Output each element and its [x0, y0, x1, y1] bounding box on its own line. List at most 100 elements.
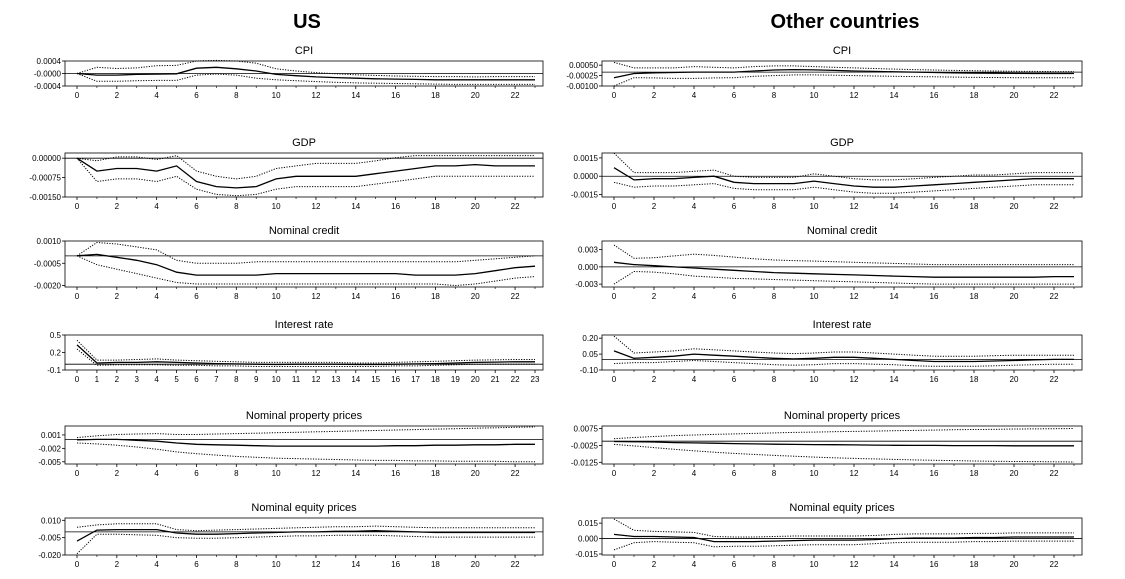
panel-us-1-ytick-label-2: -0.0004	[34, 82, 62, 91]
panel-us-6-ytick-label-2: -0.020	[38, 551, 61, 560]
panel-other-3-xtick-label-6: 12	[850, 292, 859, 301]
panel-us-3-xtick-label-6: 12	[312, 292, 321, 301]
panel-other-1-xtick-label-1: 2	[652, 91, 657, 100]
panel-us-5-series-estimate	[76, 438, 535, 447]
panel-other-3-xtick-label-11: 22	[1050, 292, 1059, 301]
panel-us-4-xtick-label-21: 21	[491, 375, 500, 384]
panel-other-6-title: Nominal equity prices	[789, 502, 895, 514]
panel-other-1-xtick-label-3: 6	[732, 91, 737, 100]
panel-us-6: Nominal equity prices 0.010 -0.005 -0.020 0 2…	[38, 502, 544, 569]
panel-us-2-xtick-label-5: 10	[272, 202, 281, 211]
panel-us-5-title: Nominal property prices	[246, 410, 363, 422]
panel-us-6-title: Nominal equity prices	[251, 502, 357, 514]
panel-us-2-xtick-label-4: 8	[234, 202, 239, 211]
panel-us-5-xtick-label-10: 20	[471, 469, 480, 478]
panel-other-3-xtick-label-9: 18	[970, 292, 979, 301]
panel-us-5-xtick-label-8: 16	[391, 469, 400, 478]
panel-us-3-xtick-label-7: 14	[351, 292, 360, 301]
panel-other-5-ytick-label-0: 0.0075	[574, 425, 599, 434]
panel-us-1-xtick-label-7: 14	[351, 91, 360, 100]
panel-other-2-xtick-label-2: 4	[692, 202, 697, 211]
panel-other-4-series-upper	[613, 335, 1074, 357]
panel-other-1-ytick-label-2: -0.00100	[566, 82, 598, 91]
panel-other-4-xtick-label-1: 2	[652, 375, 657, 384]
panel-other-2-xtick-label-7: 14	[890, 202, 899, 211]
column-title-us: US	[293, 11, 321, 33]
panel-other-3-xtick-label-4: 8	[772, 292, 777, 301]
panel-other-4-xtick-label-10: 20	[1010, 375, 1019, 384]
panel-us-6-xtick-label-5: 10	[272, 560, 281, 569]
panel-us-3-frame	[64, 240, 544, 288]
panel-other-5-series-upper	[613, 428, 1075, 440]
panel-other-6: Nominal equity prices 0.015 0.000 -0.015 0 2 4…	[575, 502, 1083, 569]
panel-other-3-xtick-label-1: 2	[652, 292, 657, 301]
panel-us-3-title: Nominal credit	[269, 225, 339, 237]
panel-us-2-xtick-label-2: 4	[154, 202, 159, 211]
panel-other-3-xtick-label-0: 0	[612, 292, 617, 301]
panel-other-3-title: Nominal credit	[807, 225, 877, 237]
panel-us-1-xtick-label-9: 18	[431, 91, 440, 100]
panel-other-5-xtick-label-0: 0	[612, 469, 617, 478]
panel-us-5-xtick-label-1: 2	[115, 469, 120, 478]
panel-other-5: Nominal property prices 0.0075 -0.0025 -0.0…	[571, 410, 1083, 478]
panel-other-5-xtick-label-11: 22	[1050, 469, 1059, 478]
panel-us-6-series-estimate	[76, 528, 535, 542]
panel-other-2-series-upper	[613, 152, 1074, 181]
panel-other-6-xtick-label-4: 8	[772, 560, 777, 569]
panel-other-4-xtick-label-2: 4	[692, 375, 697, 384]
panel-us-4-xtick-label-13: 13	[331, 375, 340, 384]
panel-us-4-xtick-label-1: 1	[95, 375, 100, 384]
panel-us-6-xtick-label-11: 22	[511, 560, 520, 569]
panel-us-6-xtick-label-4: 8	[234, 560, 239, 569]
panel-other-6-xtick-label-2: 4	[692, 560, 697, 569]
panel-us-5-xtick-label-5: 10	[272, 469, 281, 478]
panel-us-6-xtick-label-7: 14	[351, 560, 360, 569]
panel-us-2-xtick-label-11: 22	[511, 202, 520, 211]
panel-other-4-xtick-label-9: 18	[970, 375, 979, 384]
panel-other-1-frame	[601, 60, 1083, 87]
panel-other-6-xtick-label-7: 14	[890, 560, 899, 569]
panel-us-2-xtick-label-3: 6	[194, 202, 199, 211]
panel-us-3-ytick-label-1: -0.0005	[34, 259, 62, 268]
panel-us-1-xtick-label-10: 20	[471, 91, 480, 100]
panel-us-1: CPI 0.0004 -0.0000 -0.0004 0 2 4 6 8 10 12 14 16 18 20…	[34, 45, 544, 100]
panel-us-2-ytick-label-1: -0.00075	[29, 174, 61, 183]
panel-other-2-xtick-label-0: 0	[612, 202, 617, 211]
panel-other-5-xtick-label-9: 18	[970, 469, 979, 478]
panel-us-6-ytick-label-1: -0.005	[38, 534, 61, 543]
panel-other-3-xtick-label-3: 6	[732, 292, 737, 301]
panel-other-2-ytick-label-2: -0.0015	[571, 191, 599, 200]
panel-us-5-ytick-label-0: 0.001	[41, 431, 62, 440]
panel-other-5-xtick-label-5: 10	[810, 469, 819, 478]
panel-other-5-xtick-label-7: 14	[890, 469, 899, 478]
panel-us-1-xtick-label-4: 8	[234, 91, 239, 100]
panel-us-2-xtick-label-9: 18	[431, 202, 440, 211]
panel-us-1-xtick-label-0: 0	[75, 91, 80, 100]
panel-other-6-ytick-label-0: 0.015	[578, 519, 599, 528]
panel-other-1-xtick-label-8: 16	[930, 91, 939, 100]
panel-us-2-xtick-label-7: 14	[351, 202, 360, 211]
panel-us-4-xtick-label-22: 22	[511, 375, 520, 384]
panel-other-4-xtick-label-7: 14	[890, 375, 899, 384]
panel-us-4-xtick-label-12: 12	[312, 375, 321, 384]
panel-other-6-xtick-label-11: 22	[1050, 560, 1059, 569]
panel-us-5-frame	[64, 425, 544, 465]
panel-other-6-xtick-label-9: 18	[970, 560, 979, 569]
panel-us-5-xtick-label-3: 6	[194, 469, 199, 478]
panel-us-4-xtick-label-18: 18	[431, 375, 440, 384]
panel-other-6-series-estimate	[613, 533, 1074, 543]
panel-other-6-xtick-label-6: 12	[850, 560, 859, 569]
panel-us-2-series-upper	[76, 155, 535, 180]
panel-us-6-frame	[64, 517, 544, 556]
panel-other-3-xtick-label-5: 10	[810, 292, 819, 301]
panel-other-4-xtick-label-5: 10	[810, 375, 819, 384]
panel-us-3-xtick-label-2: 4	[154, 292, 159, 301]
panel-other-6-series-upper	[613, 518, 1074, 538]
panel-other-5-frame	[601, 425, 1083, 465]
panel-other-1-ytick-label-0: 0.00050	[569, 61, 598, 70]
panel-us-3-xtick-label-4: 8	[234, 292, 239, 301]
panel-us-3-series-upper	[76, 241, 536, 264]
panel-us-1-xtick-label-2: 4	[154, 91, 159, 100]
panel-other-1-xtick-label-5: 10	[810, 91, 819, 100]
